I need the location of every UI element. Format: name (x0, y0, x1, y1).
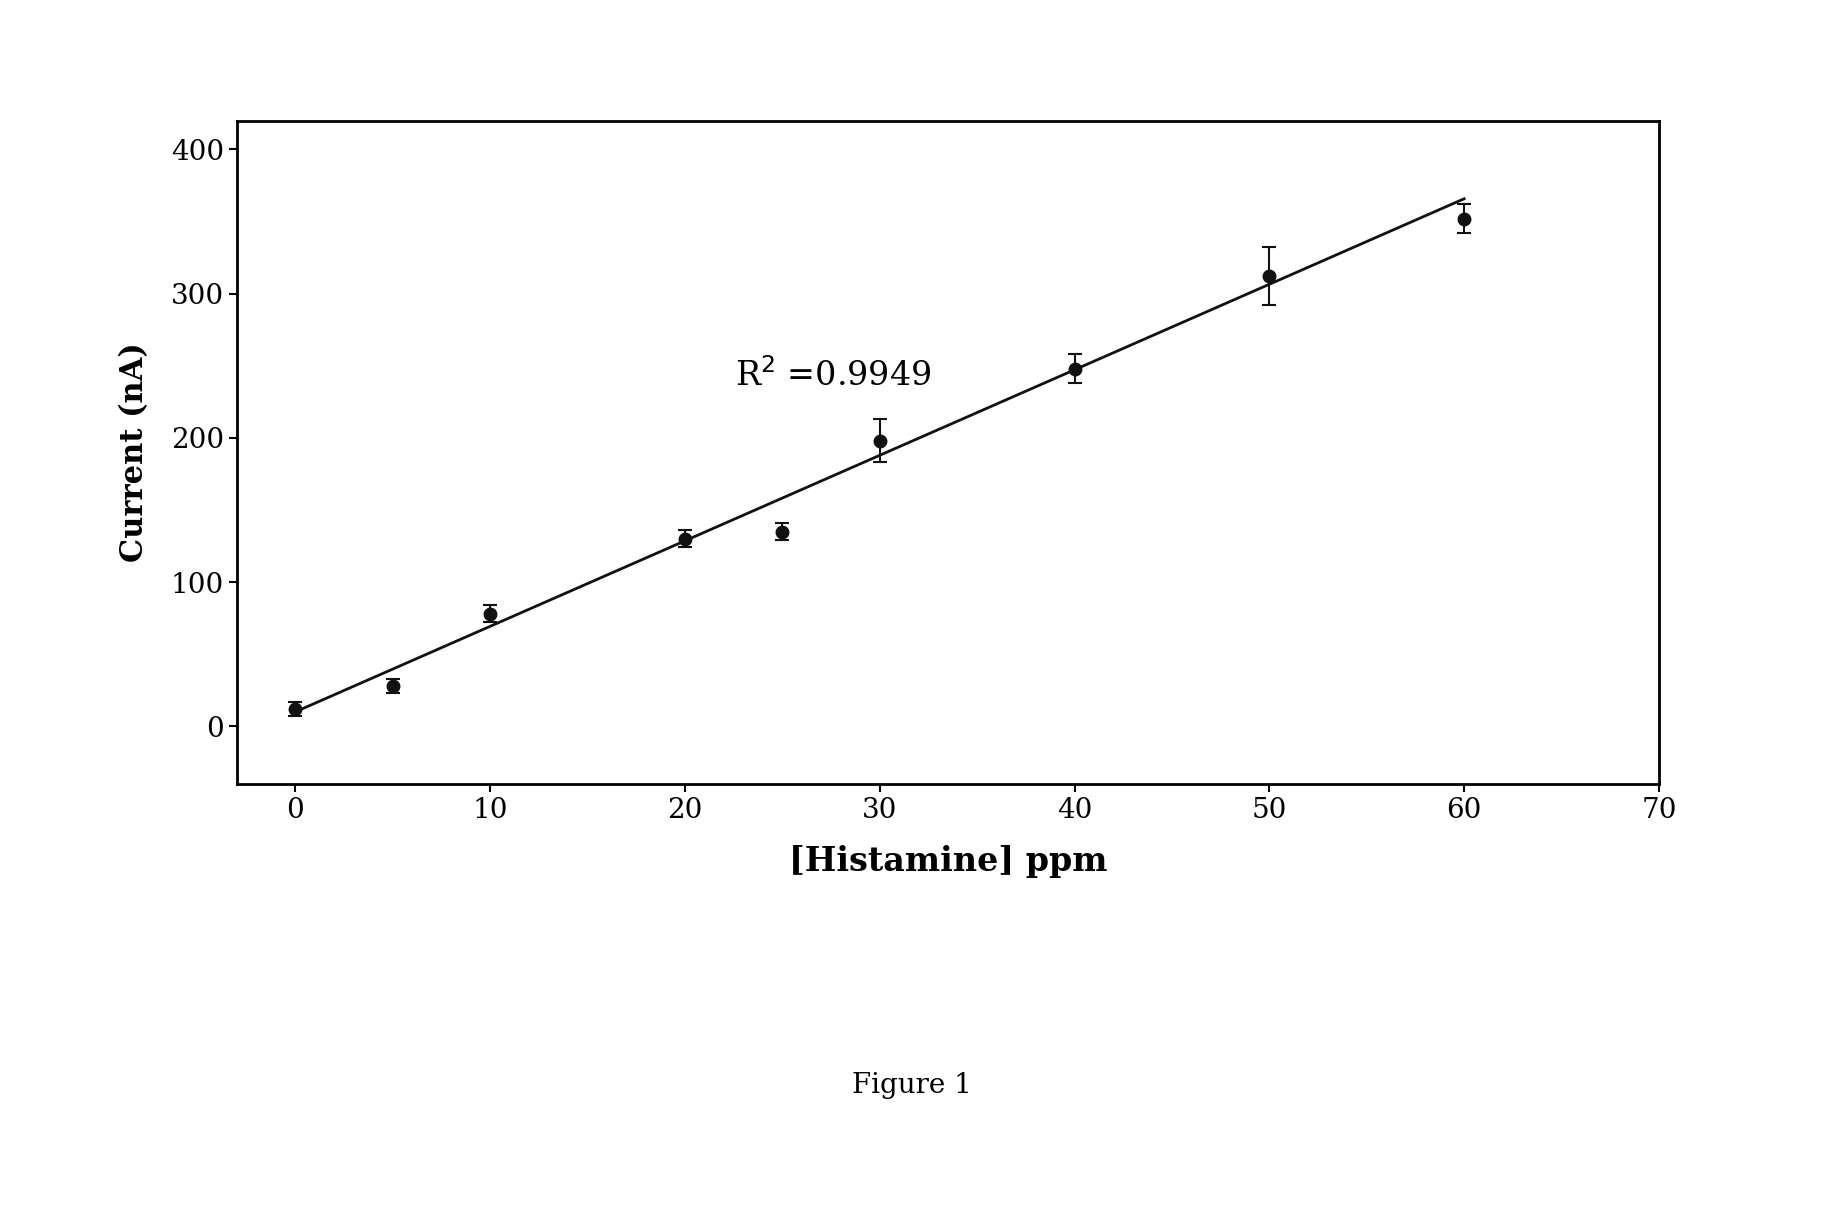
Y-axis label: Current (nA): Current (nA) (118, 343, 149, 562)
Text: Figure 1: Figure 1 (851, 1072, 972, 1099)
Text: R$^{2}$ =0.9949: R$^{2}$ =0.9949 (735, 358, 932, 393)
X-axis label: [Histamine] ppm: [Histamine] ppm (789, 845, 1107, 878)
